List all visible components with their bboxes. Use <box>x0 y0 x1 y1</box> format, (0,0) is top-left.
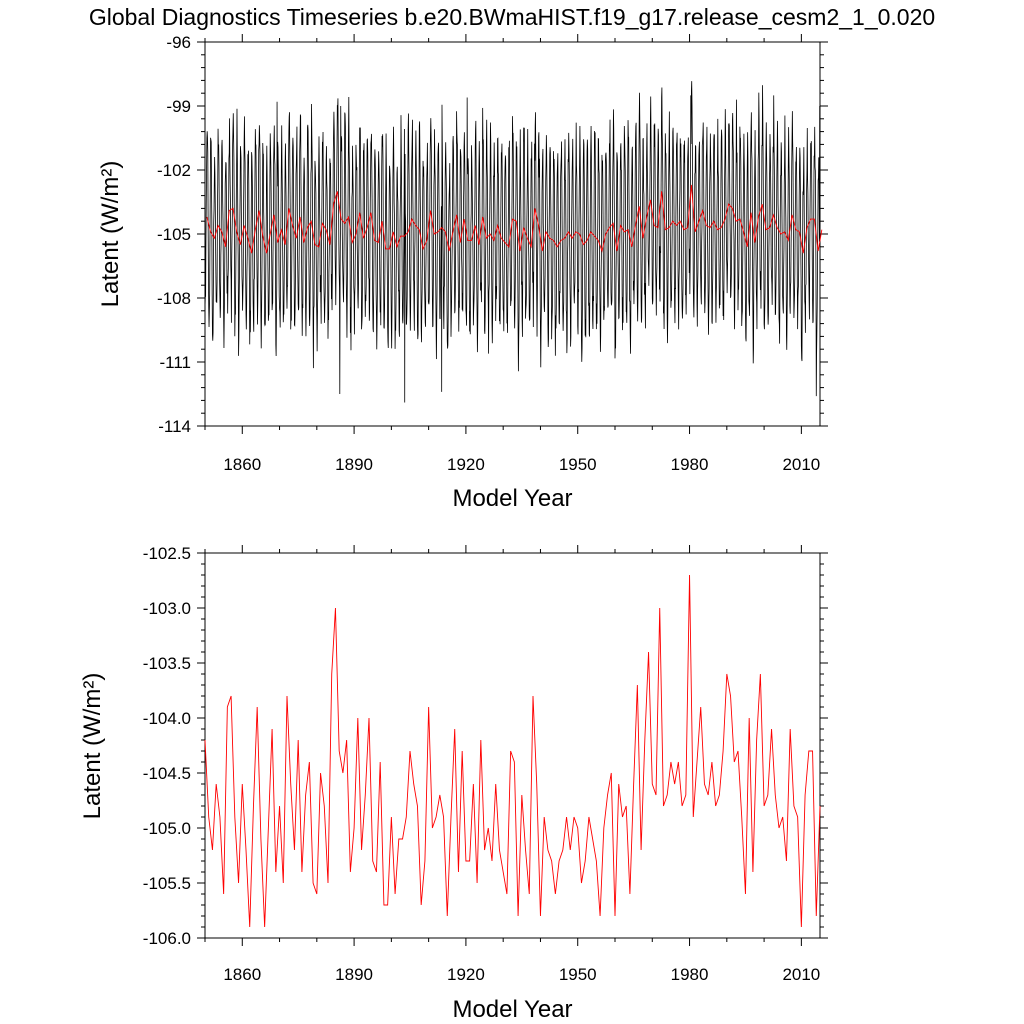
top-panel-monthly: -114 -111 -108 -105 -102 -99 -96 1860 1890 1920 19… <box>97 33 828 512</box>
y-tick-label: -105 <box>157 225 191 244</box>
x-tick-label: 1980 <box>671 455 709 474</box>
y-tick-label: -96 <box>166 33 191 52</box>
x-axis-title: Model Year <box>452 485 572 512</box>
y-tick-label: -105.0 <box>143 819 191 838</box>
y-tick-label: -103.0 <box>143 599 191 618</box>
y-axis-title: Latent (W/m²) <box>79 673 106 820</box>
chart-title: Global Diagnostics Timeseries b.e20.BWma… <box>88 4 936 30</box>
annual-series-line-top <box>206 184 823 254</box>
y-tick-label: -99 <box>166 97 191 116</box>
monthly-series-line <box>204 81 821 403</box>
y-tick-label: -106.0 <box>143 929 191 948</box>
x-axis-title: Model Year <box>452 996 572 1023</box>
y-tick-label: -111 <box>159 353 191 372</box>
x-tick-label: 1920 <box>447 965 485 984</box>
y-tick-label: -108 <box>157 289 191 308</box>
plot-frame <box>204 552 821 939</box>
y-tick-label: -114 <box>158 417 191 436</box>
x-tick-label: 2010 <box>782 965 820 984</box>
x-tick-label: 2010 <box>782 455 820 474</box>
y-tick-label: -102.5 <box>143 544 191 563</box>
y-tick-label: -104.0 <box>143 709 191 728</box>
x-tick-label: 1860 <box>223 455 261 474</box>
x-tick-label: 1950 <box>559 965 597 984</box>
x-tick-label: 1950 <box>559 455 597 474</box>
x-tick-label: 1890 <box>335 455 373 474</box>
y-tick-label: -104.5 <box>143 764 191 783</box>
y-axis-title: Latent (W/m²) <box>97 161 124 308</box>
y-tick-label: -105.5 <box>143 874 191 893</box>
y-tick-label: -103.5 <box>143 654 191 673</box>
x-tick-label: 1920 <box>447 455 485 474</box>
bottom-panel-annual: -106.0 -105.5 -105.0 -104.5 -104.0 -103.5 -103… <box>79 544 828 1023</box>
x-tick-label: 1980 <box>671 965 709 984</box>
annual-series-line <box>204 574 821 928</box>
x-tick-label: 1860 <box>223 965 261 984</box>
y-tick-label: -102 <box>157 161 191 180</box>
x-tick-label: 1890 <box>335 965 373 984</box>
